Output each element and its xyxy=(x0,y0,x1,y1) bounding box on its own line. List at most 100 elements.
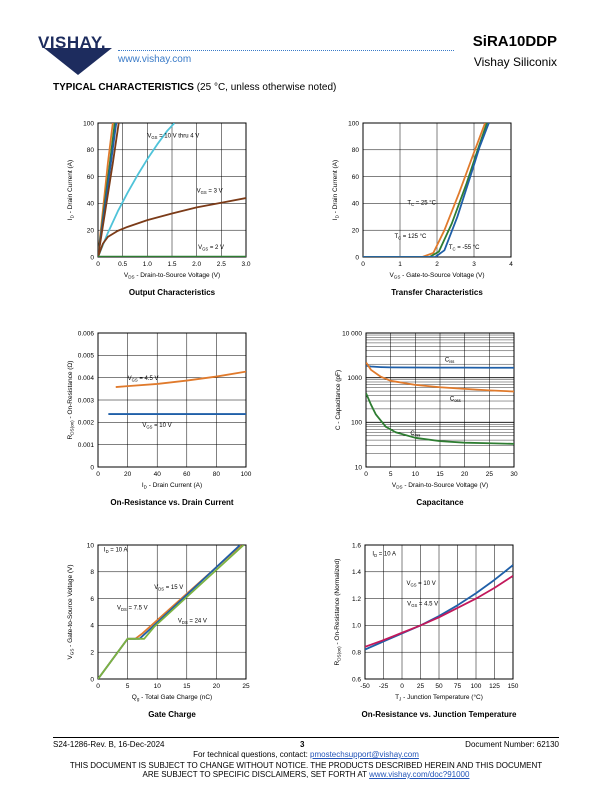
x-tick-label: 0 xyxy=(361,261,365,268)
footer-divider xyxy=(53,737,559,738)
company-name: Vishay Siliconix xyxy=(473,55,557,69)
annotation-0: VGS = 4.5 V xyxy=(128,376,159,383)
annotation-3: VDS = 24 V xyxy=(178,619,207,626)
series-line-1 xyxy=(365,575,513,648)
vishay-url-link[interactable]: www.vishay.com xyxy=(118,54,192,65)
x-tick-label: 30 xyxy=(510,471,518,478)
x-tick-label: 100 xyxy=(241,471,252,478)
chart-capacitance: 0 5 10 15 20 25 30 10 100 1000 10 000 VDS - Drain-t… xyxy=(335,330,518,489)
x-tick-label: -25 xyxy=(379,683,389,690)
y-tick-label: 20 xyxy=(87,228,95,235)
x-tick-label: 5 xyxy=(389,471,393,478)
series-line-5 xyxy=(98,197,246,257)
y-tick-label: 0.6 xyxy=(352,676,361,683)
grid xyxy=(97,122,247,258)
plot-frame xyxy=(364,544,514,680)
x-axis-label: TJ - Junction Temperature (°C) xyxy=(395,693,483,702)
y-axis-label: RDS(on) - On-Resistance (Ω) xyxy=(67,361,75,440)
vishay-logo-text: VISHAY. xyxy=(38,33,107,52)
y-tick-label: 40 xyxy=(352,201,360,208)
y-tick-label: 1.4 xyxy=(352,569,361,576)
y-tick-label: 0.006 xyxy=(78,330,95,337)
x-tick-label: 3 xyxy=(472,261,476,268)
plot-frame xyxy=(362,122,512,258)
series-line-2 xyxy=(363,123,490,257)
plot-frame xyxy=(97,332,247,468)
x-tick-label: 1 xyxy=(398,261,402,268)
x-tick-label: 3.0 xyxy=(241,261,250,268)
chart-on-resistance-vs-drain-current: 0 20 40 60 80 100 0 0.001 0.002 0.003 0.004 0.005 0.… xyxy=(67,330,252,489)
annotation-2: TC = -55 °C xyxy=(449,245,480,252)
footer-tech-contact: For technical questions, contact: pmoste… xyxy=(0,750,612,759)
grid xyxy=(365,333,515,468)
footer-disclaimer-link[interactable]: www.vishay.com/doc?91000 xyxy=(369,770,470,779)
x-tick-label: 2.5 xyxy=(217,261,226,268)
y-tick-label: 0.004 xyxy=(78,375,95,382)
y-axis-label: RDS(on) - On-Resistance (Normalized) xyxy=(334,559,342,666)
x-tick-label: 125 xyxy=(489,683,500,690)
series-group xyxy=(98,545,245,679)
x-tick-label: 1.5 xyxy=(167,261,176,268)
annotation-2: VGS = 2 V xyxy=(198,245,224,252)
x-tick-label: 0.5 xyxy=(118,261,127,268)
series-group xyxy=(365,564,513,651)
footer-email-link[interactable]: pmostechsupport@vishay.com xyxy=(310,750,419,759)
chart-svg-gate_charge: 0 5 10 15 20 25 0 2 4 6 8 10 Qg - Total Gate Charge … xyxy=(67,542,250,701)
series-line-3 xyxy=(98,123,120,257)
grid xyxy=(97,544,247,680)
footer-disclaimer-2: ARE SUBJECT TO SPECIFIC DISCLAIMERS, SET… xyxy=(0,770,612,779)
annotation-0: VGS = 10 V thru 4 V xyxy=(147,134,199,141)
annotation-0: TC = 25 °C xyxy=(407,201,436,208)
chart-svg-output: 0 0.5 1.0 1.5 2.0 2.5 3.0 0 20 40 60 80 100 VDS - Dra… xyxy=(67,120,251,279)
footer-document-number: Document Number: 62130 xyxy=(465,740,559,749)
y-tick-label: 60 xyxy=(87,174,95,181)
y-tick-label: 10 xyxy=(355,464,363,471)
x-axis-label: VGS - Gate-to-Source Voltage (V) xyxy=(389,272,484,280)
y-tick-label: 2 xyxy=(90,650,94,657)
x-tick-label: 0 xyxy=(96,471,100,478)
grid xyxy=(362,122,512,258)
section-note: (25 °C, unless otherwise noted) xyxy=(196,82,337,93)
plot-frame xyxy=(365,332,515,468)
x-tick-label: 10 xyxy=(154,683,162,690)
x-tick-label: -50 xyxy=(360,683,370,690)
series-line-0 xyxy=(363,123,486,257)
x-tick-label: 25 xyxy=(486,471,494,478)
y-axis-label: ID - Drain Current (A) xyxy=(67,160,75,220)
y-tick-label: 0 xyxy=(355,254,359,261)
y-tick-label: 0 xyxy=(90,676,94,683)
x-tick-label: 0 xyxy=(96,261,100,268)
chart-svg-rdson: 0 20 40 60 80 100 0 0.001 0.002 0.003 0.004 0.005 0.… xyxy=(67,330,252,489)
y-axis-label: VGS - Gate-to-Source Voltage (V) xyxy=(67,564,75,659)
series-line-0 xyxy=(115,370,246,388)
x-tick-label: 10 xyxy=(412,471,420,478)
footer-disclaimer-1: THIS DOCUMENT IS SUBJECT TO CHANGE WITHO… xyxy=(69,761,543,770)
y-tick-label: 20 xyxy=(352,228,360,235)
annotation-2: VDS = 7.5 V xyxy=(117,605,148,612)
y-tick-label: 0.003 xyxy=(78,397,95,404)
y-tick-label: 80 xyxy=(352,147,360,154)
y-tick-label: 80 xyxy=(87,147,95,154)
y-axis-label: C - Capacitance (pF) xyxy=(335,370,342,430)
caption-rdson: On-Resistance vs. Drain Current xyxy=(110,498,234,507)
chart-transfer-characteristics: 0 1 2 3 4 0 20 40 60 80 100 VGS - Gate-to-Source Vo… xyxy=(332,120,513,279)
series-group xyxy=(108,370,246,415)
part-number: SiRA10DDP xyxy=(472,33,557,50)
vishay-logo xyxy=(44,48,112,75)
annotation-0: ID = 10 A xyxy=(104,548,128,555)
plot-frame xyxy=(97,544,247,680)
series-group xyxy=(366,361,514,445)
x-axis-label: ID - Drain Current (A) xyxy=(142,482,202,490)
chart-svg-rdson_temp: -50 -25 0 25 50 75 100 125 150 0.6 0.8 1.0 1.2 1.4 1.6… xyxy=(334,542,519,701)
y-tick-label: 100 xyxy=(83,120,94,127)
y-tick-label: 8 xyxy=(90,569,94,576)
x-tick-label: 20 xyxy=(124,471,132,478)
x-tick-label: 40 xyxy=(154,471,162,478)
x-tick-label: 1.0 xyxy=(143,261,152,268)
y-tick-label: 0.005 xyxy=(78,353,95,360)
section-heading: TYPICAL CHARACTERISTICS xyxy=(53,82,194,93)
annotation-1: Coss xyxy=(450,396,461,403)
y-tick-label: 100 xyxy=(351,420,362,427)
x-tick-label: 25 xyxy=(417,683,425,690)
